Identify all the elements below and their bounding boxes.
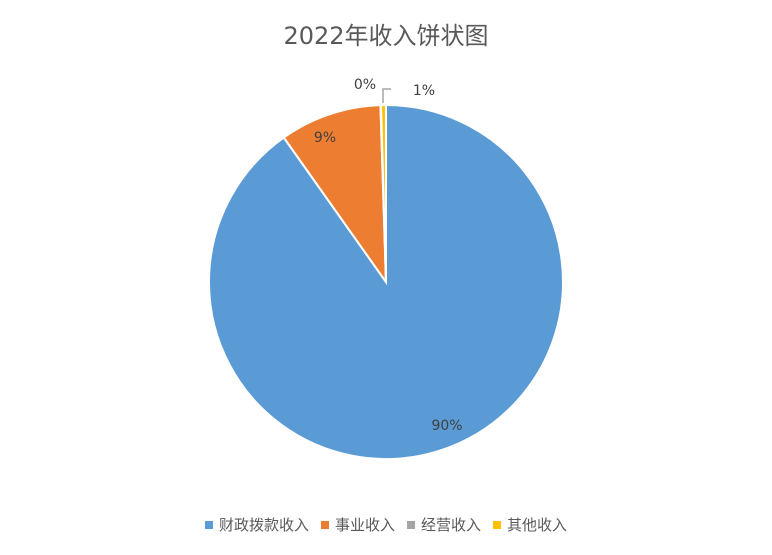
pie-slice-3: [379, 103, 387, 283]
legend-label: 事业收入: [334, 516, 395, 534]
data-label-1: 9%: [314, 130, 336, 146]
data-label-3: 1%: [413, 83, 435, 99]
legend-label: 财政拨款收入: [218, 516, 309, 534]
legend-swatch: [493, 520, 502, 529]
legend-label: 其他收入: [507, 516, 568, 534]
data-label-2: 0%: [354, 77, 376, 93]
legend-swatch: [320, 520, 329, 529]
legend-swatch: [204, 520, 213, 529]
legend-label: 经营收入: [421, 516, 482, 534]
pie-slice-1: [282, 104, 388, 286]
legend-item: 经营收入: [407, 514, 481, 535]
data-label-0: 90%: [431, 418, 462, 434]
chart-title: 2022年收入饼状图: [283, 22, 489, 50]
legend-item: 其他收入: [493, 514, 567, 535]
legend: 财政拨款收入 事业收入 经营收入 其他收入: [0, 514, 772, 535]
legend-swatch: [407, 520, 415, 529]
leader-line: [382, 88, 391, 103]
legend-item: 财政拨款收入: [204, 514, 309, 535]
legend-item: 事业收入: [320, 514, 395, 535]
